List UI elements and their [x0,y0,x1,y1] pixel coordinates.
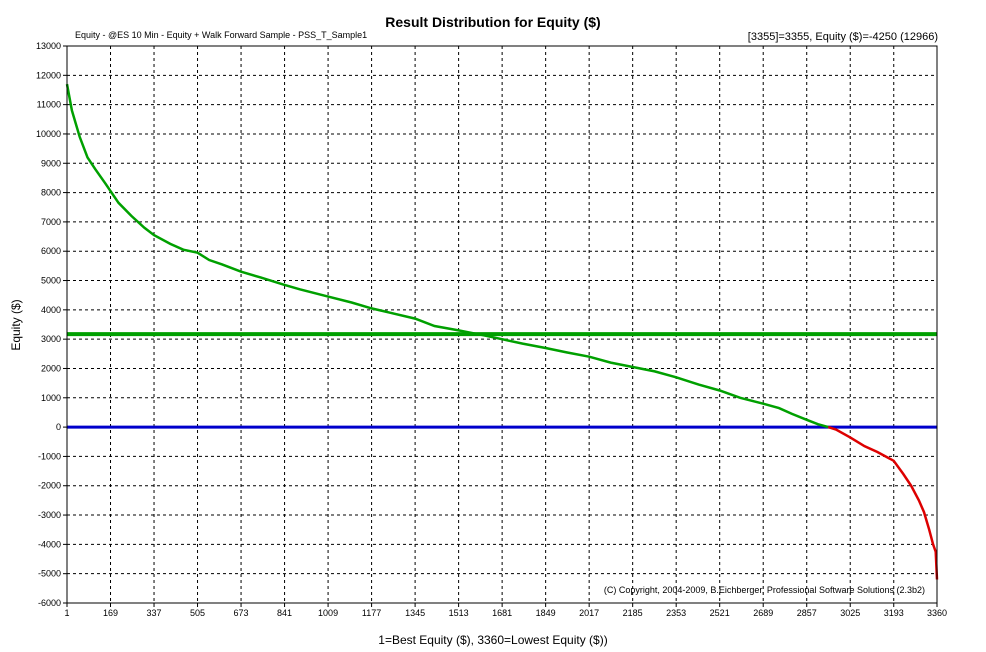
x-tick-label: 3025 [840,608,860,618]
x-tick-label: 2017 [579,608,599,618]
y-tick-label: -6000 [38,598,61,608]
chart-subtitle: Equity - @ES 10 Min - Equity + Walk Forw… [75,30,368,40]
x-tick-label: 1177 [362,608,381,618]
y-tick-label: 12000 [36,70,61,80]
x-tick-label: 2521 [710,608,730,618]
x-tick-label: 337 [147,608,162,618]
x-tick-label: 3193 [884,608,904,618]
y-tick-label: 0 [56,422,61,432]
equity-curve [65,83,939,580]
y-tick-label: 3000 [41,334,61,344]
y-tick-label: -3000 [38,510,61,520]
x-axis-label: 1=Best Equity ($), 3360=Lowest Equity ($… [378,633,608,647]
y-tick-label: 8000 [41,188,61,198]
y-tick-label: 13000 [36,41,61,51]
equity-curve-negative [827,425,939,580]
x-tick-label: 3360 [927,608,947,618]
y-tick-label: 7000 [41,217,61,227]
x-tick-label: 1 [64,608,69,618]
chart-title: Result Distribution for Equity ($) [385,14,601,30]
cursor-readout: [3355]=3355, Equity ($)=-4250 (12966) [747,31,938,43]
y-tick-label: 9000 [41,158,61,168]
x-tick-label: 1849 [536,608,556,618]
x-tick-label: 673 [234,608,249,618]
x-tick-label: 841 [277,608,292,618]
y-tick-label: 1000 [41,393,61,403]
x-tick-label: 1009 [318,608,338,618]
x-tick-label: 2689 [753,608,773,618]
x-tick-label: 1681 [492,608,512,618]
y-tick-label: -5000 [38,569,61,579]
x-tick-label: 1513 [449,608,469,618]
x-tick-label: 505 [190,608,205,618]
x-tick-label: 2185 [623,608,643,618]
x-axis-ticks: 1 169 337 505 673 841 1009 1177 1345 1513 1681 1849… [64,603,947,618]
y-tick-label: 5000 [41,276,61,286]
y-tick-label: 2000 [41,363,61,373]
y-axis-ticks: 1300012000110001000090008000700060005000… [36,41,67,608]
grid [67,46,937,603]
x-tick-label: 169 [103,608,118,618]
y-tick-label: 6000 [41,246,61,256]
y-tick-label: -1000 [38,451,61,461]
y-tick-label: 4000 [41,305,61,315]
y-tick-label: -4000 [38,539,61,549]
x-tick-label: 1345 [405,608,425,618]
y-tick-label: -2000 [38,481,61,491]
copyright-text: (C) Copyright, 2004-2009, B.Eichberger, … [604,585,925,595]
y-tick-label: 11000 [37,100,61,110]
x-tick-label: 2353 [666,608,686,618]
equity-curve-positive [65,83,829,429]
y-tick-label: 10000 [36,129,61,139]
x-tick-label: 2857 [797,608,817,618]
reference-lines [67,332,937,429]
